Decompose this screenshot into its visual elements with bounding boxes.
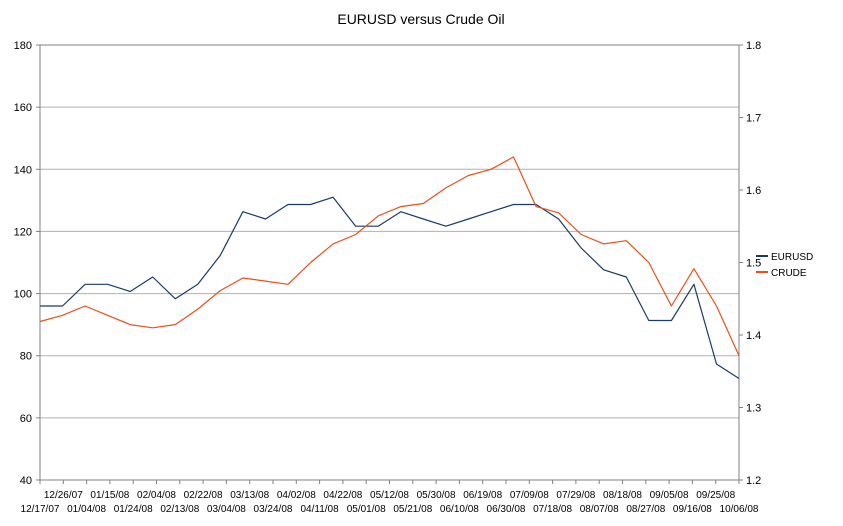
x-tick-label-lower: 01/24/08 bbox=[114, 504, 153, 515]
left-tick-label: 40 bbox=[20, 475, 32, 487]
right-tick-label: 1.2 bbox=[746, 475, 761, 487]
x-tick-label-lower: 05/21/08 bbox=[393, 504, 432, 515]
x-tick-label-lower: 03/24/08 bbox=[254, 504, 293, 515]
x-tick-label-lower: 09/16/08 bbox=[673, 504, 712, 515]
left-tick-label: 80 bbox=[20, 351, 32, 363]
legend: EURUSD CRUDE bbox=[756, 252, 813, 279]
right-tick-label: 1.6 bbox=[746, 185, 761, 197]
left-tick-label: 120 bbox=[14, 226, 32, 238]
x-tick-label-upper: 05/12/08 bbox=[370, 490, 409, 501]
right-tick-label: 1.5 bbox=[746, 258, 761, 270]
series-lines bbox=[39, 156, 740, 380]
right-tick-label: 1.4 bbox=[746, 330, 761, 342]
chart-title: EURUSD versus Crude Oil bbox=[337, 11, 504, 27]
right-tick-label: 1.7 bbox=[746, 113, 761, 125]
x-tick-label-upper: 01/15/08 bbox=[90, 490, 129, 501]
x-tick-label-upper: 04/02/08 bbox=[277, 490, 316, 501]
left-tick-label: 140 bbox=[14, 164, 32, 176]
x-tick-label-lower: 02/13/08 bbox=[160, 504, 199, 515]
left-tick-label: 160 bbox=[14, 102, 32, 114]
x-tick-label-lower: 08/07/08 bbox=[580, 504, 619, 515]
x-tick-label-lower: 07/18/08 bbox=[533, 504, 572, 515]
x-tick-label-upper: 05/30/08 bbox=[417, 490, 456, 501]
x-tick-label-lower: 12/17/07 bbox=[21, 504, 60, 515]
x-tick-label-lower: 04/11/08 bbox=[301, 504, 340, 515]
x-tick-label-lower: 08/27/08 bbox=[626, 504, 665, 515]
x-tick-label-upper: 09/25/08 bbox=[696, 490, 735, 501]
right-axis: 1.2 1.3 1.4 1.5 1.6 1.7 1.8 bbox=[739, 40, 761, 487]
series-line-eurusd bbox=[40, 196, 740, 380]
left-tick-label: 180 bbox=[14, 40, 32, 52]
plot-area-border bbox=[39, 44, 740, 481]
x-tick-label-lower: 06/10/08 bbox=[440, 504, 479, 515]
x-tick-label-upper: 02/22/08 bbox=[184, 490, 223, 501]
x-tick-label-upper: 07/29/08 bbox=[556, 490, 595, 501]
x-tick-label-lower: 10/06/08 bbox=[720, 504, 759, 515]
x-axis: 12/17/07 01/04/08 01/24/08 02/13/08 03/04/08… bbox=[21, 480, 759, 515]
legend-label: EURUSD bbox=[771, 252, 813, 263]
left-tick-label: 60 bbox=[20, 413, 32, 425]
x-tick-label-upper: 04/22/08 bbox=[323, 490, 362, 501]
x-tick-label-upper: 09/05/08 bbox=[650, 490, 689, 501]
right-tick-label: 1.3 bbox=[746, 403, 761, 415]
x-tick-label-upper: 12/26/07 bbox=[44, 490, 83, 501]
legend-label: CRUDE bbox=[771, 268, 807, 279]
x-tick-label-upper: 03/13/08 bbox=[230, 490, 269, 501]
x-tick-label-upper: 07/09/08 bbox=[510, 490, 549, 501]
x-tick-label-lower: 06/30/08 bbox=[487, 504, 526, 515]
series-line-crude bbox=[39, 156, 740, 356]
x-tick-label-lower: 05/01/08 bbox=[347, 504, 386, 515]
right-tick-label: 1.8 bbox=[746, 40, 761, 52]
x-tick-label-upper: 02/04/08 bbox=[137, 490, 176, 501]
x-tick-label-lower: 01/04/08 bbox=[67, 504, 106, 515]
x-tick-label-lower: 03/04/08 bbox=[207, 504, 246, 515]
x-tick-label-upper: 06/19/08 bbox=[463, 490, 502, 501]
left-tick-label: 100 bbox=[14, 289, 32, 301]
x-tick-label-upper: 08/18/08 bbox=[603, 490, 642, 501]
gridlines bbox=[40, 106, 739, 419]
left-axis: 40 60 80 100 120 140 160 180 bbox=[14, 40, 40, 487]
